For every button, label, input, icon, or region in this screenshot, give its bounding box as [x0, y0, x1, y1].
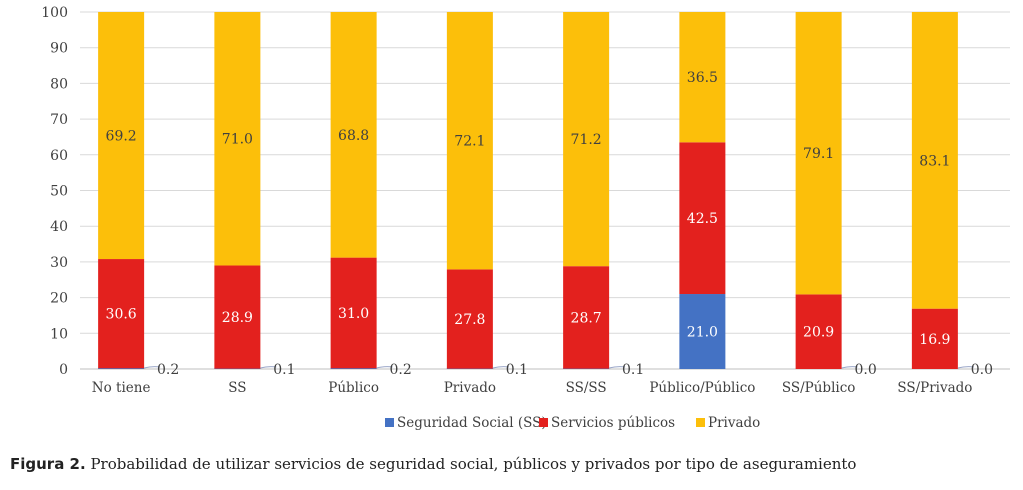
bar-segment	[563, 12, 610, 267]
legend-swatch	[539, 418, 548, 427]
leader-line	[376, 366, 393, 369]
y-tick-label: 70	[50, 112, 68, 128]
data-labels: 0.2 30.6 69.2 0.1 28.9 71.0 0.2 31.0 68.8 0.1 27.8…	[106, 70, 993, 378]
leader-line	[609, 366, 626, 369]
leader-line	[492, 366, 509, 369]
bar-segment	[679, 294, 726, 369]
legend-label: Servicios públicos	[551, 415, 675, 431]
x-category-label: SS/Público	[782, 380, 856, 396]
bar-segment	[911, 308, 958, 369]
data-label: 30.6	[106, 307, 137, 323]
y-tick-label: 30	[50, 255, 68, 271]
data-label: 71.0	[222, 132, 253, 148]
x-category-label: No tiene	[92, 380, 151, 396]
bar-segment	[446, 12, 493, 270]
data-label: 0.0	[971, 362, 993, 378]
bar-segment	[446, 269, 493, 369]
y-tick-label: 100	[41, 5, 68, 21]
bar-segment	[214, 12, 261, 266]
caption-prefix: Figura 2.	[10, 455, 86, 473]
data-label: 0.2	[389, 362, 411, 378]
leader-line	[144, 366, 161, 369]
bar-segment	[98, 259, 145, 369]
legend-label: Seguridad Social (SS)	[397, 415, 547, 431]
x-category-label: Privado	[444, 380, 496, 396]
data-label: 42.5	[687, 211, 718, 227]
data-label: 28.7	[571, 310, 602, 326]
leader-line	[957, 366, 974, 369]
bar-segment	[795, 12, 842, 295]
data-label: 69.2	[106, 129, 137, 145]
x-category-label: SS	[228, 380, 246, 396]
y-axis-ticks: 0 10 20 30 40 50 60 70 80 90 100	[41, 5, 68, 378]
bar-segment	[679, 142, 726, 295]
x-axis-categories: No tiene SS Público Privado SS/SS Público/Púb…	[92, 380, 973, 396]
data-label: 0.1	[506, 362, 528, 378]
x-category-label: SS/Privado	[897, 380, 972, 396]
data-label: 68.8	[338, 128, 369, 144]
bar-segment	[98, 367, 145, 369]
y-tick-label: 40	[50, 219, 68, 235]
data-label: 31.0	[338, 306, 369, 322]
bar-segment	[563, 266, 610, 369]
data-label: 20.9	[803, 325, 834, 341]
bars	[98, 12, 958, 369]
bar-segment	[330, 12, 377, 258]
figure-caption: Figura 2. Probabilidad de utilizar servi…	[10, 455, 856, 473]
data-label: 0.0	[854, 362, 876, 378]
y-tick-label: 80	[50, 76, 68, 92]
data-label: 0.1	[273, 362, 295, 378]
x-category-label: Público	[328, 380, 379, 396]
data-label: 0.1	[622, 362, 644, 378]
stacked-bar-chart: 0 10 20 30 40 50 60 70 80 90 100 0.2 30.6 69.2 0.1 28.…	[41, 5, 1010, 431]
data-label: 28.9	[222, 310, 253, 326]
bar-segment	[330, 257, 377, 369]
data-label: 71.2	[571, 132, 602, 148]
legend-swatch	[385, 418, 394, 427]
data-label: 27.8	[454, 312, 485, 328]
legend-swatch	[696, 418, 705, 427]
bar-segment	[214, 265, 261, 369]
data-label: 83.1	[919, 153, 950, 169]
bar-segment	[911, 12, 958, 309]
leader-line	[260, 366, 277, 369]
data-label: 16.9	[919, 332, 950, 348]
x-category-label: Público/Público	[649, 380, 755, 396]
y-tick-label: 10	[50, 326, 68, 342]
x-category-label: SS/SS	[566, 380, 607, 396]
leader-line	[841, 366, 858, 369]
legend-label: Privado	[708, 415, 760, 431]
legend: Seguridad Social (SS) Servicios públicos P…	[385, 415, 760, 431]
data-label: 36.5	[687, 70, 718, 86]
data-label: 72.1	[454, 134, 485, 150]
bar-segment	[679, 12, 726, 143]
y-tick-label: 50	[50, 184, 68, 200]
data-label: 0.2	[157, 362, 179, 378]
y-tick-label: 60	[50, 148, 68, 164]
bar-segment	[795, 294, 842, 369]
y-tick-label: 90	[50, 41, 68, 57]
data-label: 79.1	[803, 146, 834, 162]
y-tick-label: 20	[50, 291, 68, 307]
data-label: 21.0	[687, 325, 718, 341]
y-tick-label: 0	[59, 362, 68, 378]
caption-text: Probabilidad de utilizar servicios de se…	[85, 455, 857, 473]
bar-segment	[330, 367, 377, 369]
bar-segment	[98, 12, 145, 260]
